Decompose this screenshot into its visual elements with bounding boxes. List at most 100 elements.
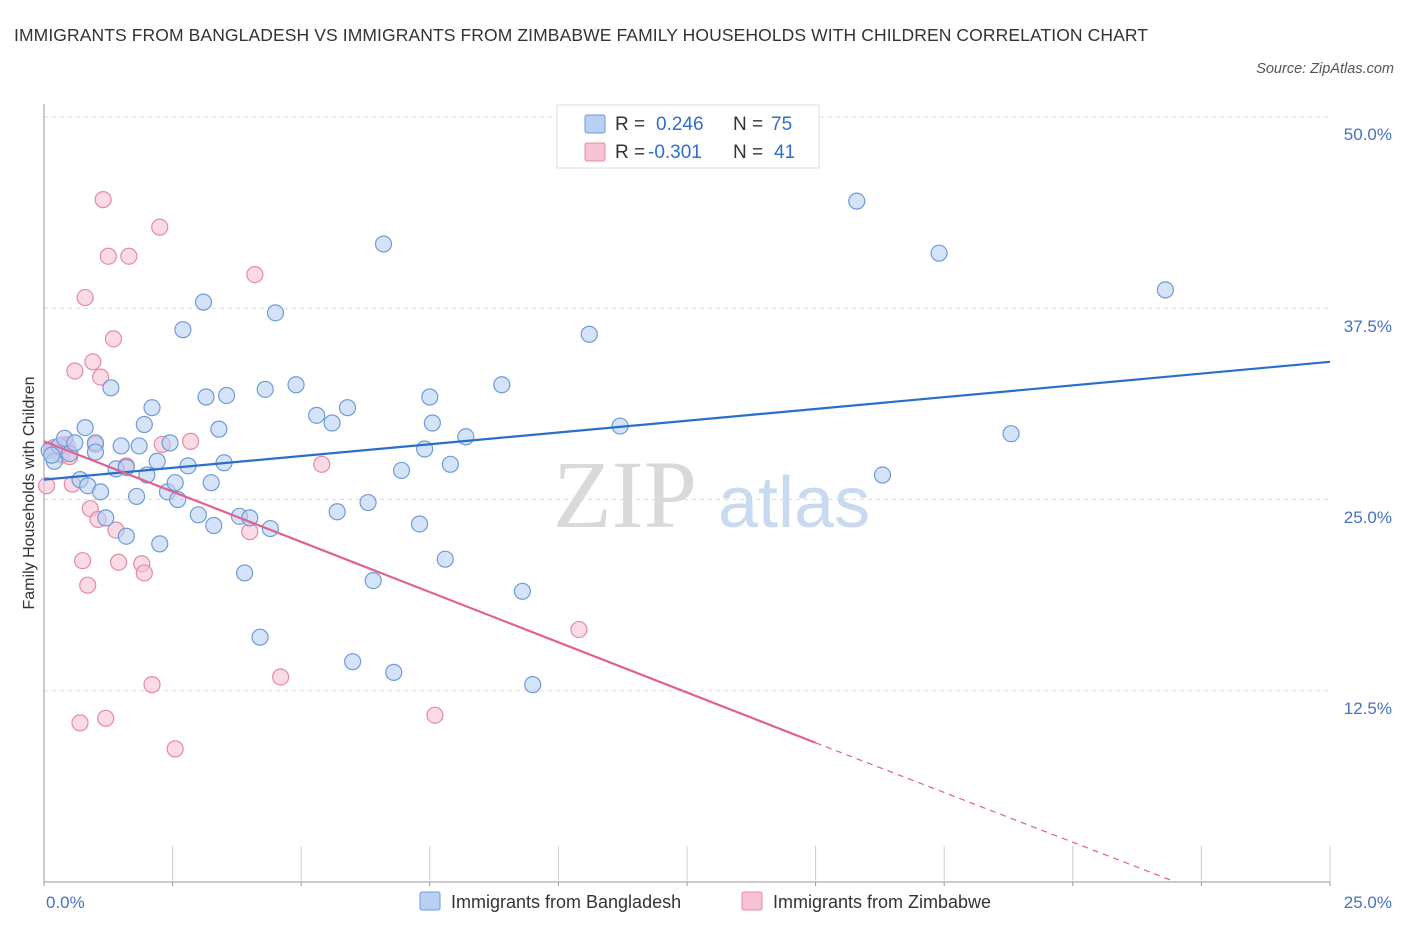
bangladesh-point [423, 414, 441, 432]
legend-bangladesh-n: 75 [771, 114, 792, 135]
chart-title: IMMIGRANTS FROM BANGLADESH VS IMMIGRANTS… [14, 25, 1149, 45]
zimbabwe-point [84, 353, 102, 371]
bangladesh-point [374, 235, 393, 253]
bangladesh-point [166, 474, 184, 492]
bottom-legend: Immigrants from Bangladesh Immigrants fr… [419, 891, 991, 912]
bangladesh-point [151, 535, 169, 553]
zimbabwe-point [570, 620, 588, 639]
bangladesh-point [218, 386, 236, 405]
zimbabwe-point [91, 368, 110, 386]
bangladesh-point [364, 571, 382, 590]
zimbabwe-point [135, 564, 153, 582]
bangladesh-point [266, 304, 285, 322]
bangladesh-point [493, 376, 511, 394]
zimbabwe-point [73, 552, 92, 570]
bottom-legend-swatch-zimbabwe [741, 891, 763, 911]
bangladesh-point [385, 663, 403, 681]
zimbabwe-point [246, 265, 264, 284]
bangladesh-point [130, 437, 148, 455]
bangladesh-point [441, 455, 459, 473]
trend-line-bangladesh [43, 360, 1331, 481]
bangladesh-point [143, 399, 161, 417]
zimbabwe-point [313, 455, 331, 473]
legend-swatch-bangladesh [584, 114, 606, 134]
legend-swatch-zimbabwe [584, 142, 606, 162]
bangladesh-point [436, 550, 454, 568]
zimbabwe-point [143, 676, 161, 694]
bangladesh-point [194, 293, 213, 311]
bangladesh-point [256, 380, 274, 398]
bangladesh-point [135, 415, 153, 434]
bangladesh-point [1156, 281, 1174, 299]
zimbabwe-point [120, 247, 138, 265]
bangladesh-point [328, 503, 346, 521]
watermark-atlas: atlas [718, 463, 870, 543]
bangladesh-point [338, 399, 357, 417]
zimbabwe-point [66, 362, 84, 380]
legend-zimbabwe-r: -0.301 [648, 142, 702, 163]
bangladesh-point [112, 437, 130, 455]
bangladesh-point [513, 582, 531, 600]
bangladesh-point [421, 388, 439, 406]
watermark: ZIP atlas [553, 441, 870, 548]
y-tick-labels: 12.5% 25.0% 37.5% 50.0% [1344, 125, 1392, 718]
legend-r-label: R = [615, 114, 645, 135]
zimbabwe-point [76, 288, 94, 307]
bangladesh-point [76, 418, 94, 437]
legend-bangladesh-r: 0.246 [656, 114, 704, 135]
bangladesh-point [359, 493, 377, 512]
bangladesh-point [524, 676, 542, 694]
zimbabwe-point [272, 668, 290, 686]
bangladesh-point [251, 628, 269, 646]
zimbabwe-point [79, 576, 97, 594]
zimbabwe-point [37, 477, 56, 495]
y-tick-label: 25.0% [1344, 508, 1392, 527]
bangladesh-point [102, 379, 120, 397]
bangladesh-point [236, 564, 254, 582]
bangladesh-point [43, 446, 61, 464]
bangladesh-point [86, 443, 105, 461]
bangladesh-point [202, 474, 220, 492]
zimbabwe-point [104, 330, 123, 348]
bottom-legend-zimbabwe: Immigrants from Zimbabwe [773, 892, 991, 912]
bangladesh-point [210, 420, 228, 438]
bangladesh-point [174, 321, 192, 339]
zimbabwe-point [182, 432, 200, 450]
gridlines [44, 116, 1330, 692]
x-axis-ticks [43, 846, 1331, 886]
bangladesh-point [97, 509, 115, 527]
bangladesh-point [308, 406, 326, 424]
bangladesh-point [261, 519, 279, 538]
trend-lines [43, 360, 1331, 883]
bangladesh-point [161, 434, 179, 452]
bangladesh-point [873, 466, 892, 484]
legend: R = 0.246 N = 75 R = -0.301 N = 41 [556, 104, 820, 169]
watermark-zip: ZIP [553, 441, 697, 548]
bangladesh-point [287, 376, 305, 394]
bottom-legend-swatch-bangladesh [419, 891, 441, 911]
bangladesh-point [148, 452, 166, 470]
trend-line-zimbabwe-extrapolated [815, 742, 1176, 883]
zimbabwe-point [109, 553, 128, 571]
zimbabwe-point [151, 218, 169, 236]
bangladesh-point [66, 434, 84, 452]
zimbabwe-point [94, 191, 112, 209]
y-axis-label: Family Households with Children [21, 377, 38, 610]
legend-n-label: N = [733, 142, 763, 163]
bangladesh-point [580, 325, 598, 343]
bangladesh-point [117, 527, 135, 545]
bangladesh-point [127, 487, 146, 506]
bangladesh-point [392, 461, 411, 480]
zimbabwe-point [426, 706, 444, 724]
bangladesh-point [1002, 425, 1020, 443]
zimbabwe-point [97, 709, 115, 727]
legend-r-label: R = [615, 142, 645, 163]
zimbabwe-point [166, 740, 184, 758]
zimbabwe-point [99, 247, 117, 265]
source-label: Source: ZipAtlas.com [1256, 61, 1394, 77]
y-tick-label: 50.0% [1344, 125, 1392, 144]
x-tick-label: 0.0% [46, 893, 85, 912]
bangladesh-point [930, 244, 948, 262]
y-tick-label: 37.5% [1344, 317, 1392, 336]
